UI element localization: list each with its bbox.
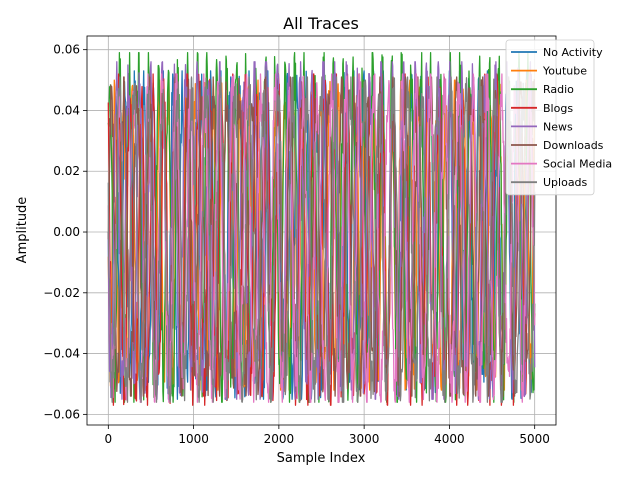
x-tick-label: 5000 bbox=[519, 432, 550, 446]
y-axis-label: Amplitude bbox=[15, 197, 30, 264]
x-tick-label: 0 bbox=[104, 432, 112, 446]
y-tick-label: −0.02 bbox=[43, 286, 80, 300]
y-tick-label: −0.06 bbox=[43, 407, 80, 421]
legend-label: Radio bbox=[543, 83, 574, 96]
series-line-social-media bbox=[107, 73, 536, 403]
legend-label: Blogs bbox=[543, 102, 573, 115]
x-tick-label: 2000 bbox=[264, 432, 295, 446]
x-tick-label: 1000 bbox=[178, 432, 209, 446]
axis-ticks: 0 1000 2000 3000 4000 5000 −0.06 −0.04 −0.02 0.00… bbox=[43, 43, 550, 446]
legend-label: Social Media bbox=[543, 158, 612, 171]
legend-label: Youtube bbox=[542, 65, 587, 78]
legend: No Activity Youtube Radio Blogs News Download… bbox=[505, 39, 612, 196]
chart-title: All Traces bbox=[283, 14, 359, 33]
y-tick-label: 0.00 bbox=[53, 225, 80, 239]
series-line-uploads bbox=[107, 76, 536, 403]
series-line-downloads bbox=[107, 76, 536, 397]
x-tick-label: 3000 bbox=[349, 432, 380, 446]
x-axis-label: Sample Index bbox=[277, 451, 366, 466]
legend-label: Uploads bbox=[543, 176, 588, 189]
y-tick-label: 0.02 bbox=[53, 164, 80, 178]
y-tick-label: −0.04 bbox=[43, 347, 80, 361]
series-lines bbox=[107, 52, 536, 406]
x-tick-label: 4000 bbox=[434, 432, 465, 446]
y-tick-label: 0.06 bbox=[53, 43, 80, 57]
legend-label: News bbox=[543, 120, 573, 133]
legend-label: No Activity bbox=[543, 46, 603, 59]
legend-box bbox=[505, 39, 595, 196]
plot-frame bbox=[86, 35, 557, 426]
y-tick-label: 0.04 bbox=[53, 103, 80, 117]
legend-label: Downloads bbox=[543, 139, 604, 152]
series-line-news bbox=[107, 61, 536, 400]
